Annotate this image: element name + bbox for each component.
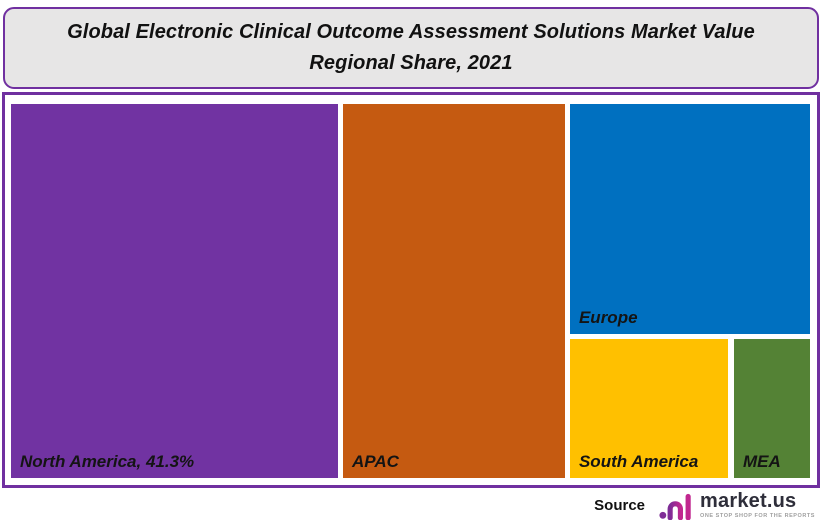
treemap-region-label: MEA (743, 451, 781, 471)
logo-text-column: market.us ONE STOP SHOP FOR THE REPORTS (700, 491, 815, 519)
treemap-region-apac: APAC (342, 104, 565, 478)
treemap: North America, 41.3% APAC Europe South Amer… (11, 104, 810, 478)
treemap-region-label: APAC (351, 452, 399, 471)
chart-title-box: Global Electronic Clinical Outcome Asses… (3, 7, 819, 89)
chart-title-line1: Global Electronic Clinical Outcome Asses… (67, 21, 755, 43)
market-us-logo: market.us ONE STOP SHOP FOR THE REPORTS (659, 490, 815, 520)
treemap-region-europe: Europe (569, 104, 810, 334)
treemap-region-south-america: South America (569, 338, 728, 478)
source-row: Source market.us ONE STOP SHOP FOR THE R… (594, 490, 815, 520)
logo-brand-text: market.us (700, 490, 797, 512)
source-label: Source (594, 496, 646, 514)
treemap-region-label: Europe (578, 307, 638, 327)
treemap-region-north-america: North America, 41.3% (11, 104, 339, 478)
treemap-frame: North America, 41.3% APAC Europe South Amer… (2, 92, 820, 488)
logo-tagline-text: ONE STOP SHOP FOR THE REPORTS (700, 513, 815, 519)
treemap-region-mea: MEA (734, 338, 810, 478)
market-us-logo-icon (659, 493, 691, 520)
treemap-region-label: South America (578, 451, 699, 471)
chart-title-line2: Regional Share, 2021 (309, 52, 513, 74)
treemap-region-label: North America, 41.3% (20, 452, 195, 471)
